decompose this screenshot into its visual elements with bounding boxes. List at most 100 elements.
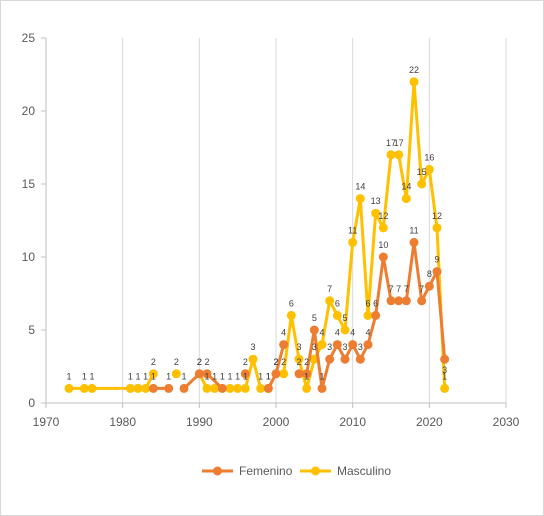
- data-label-masculino-1997: 3: [250, 342, 255, 352]
- point-masculino-2006: [317, 340, 327, 350]
- data-label-masculino-1987: 2: [174, 357, 179, 367]
- y-tick-label-5: 5: [28, 323, 35, 337]
- data-label-masculino-1982: 1: [135, 371, 140, 381]
- point-femenino-1988: [179, 383, 189, 393]
- point-masculino-1991: [202, 383, 212, 393]
- point-femenino-1996: [240, 369, 250, 379]
- data-label-femenino-1991: 2: [204, 357, 209, 367]
- point-masculino-1992: [210, 383, 220, 393]
- point-masculino-2014: [378, 223, 388, 233]
- x-tick-label-2010: 2010: [339, 415, 366, 429]
- point-masculino-1997: [248, 354, 258, 364]
- data-label-femenino-1986: 1: [166, 371, 171, 381]
- data-label-femenino-2012: 4: [365, 328, 370, 338]
- data-label-femenino-2019: 7: [419, 284, 424, 294]
- data-label-masculino-1981: 1: [128, 371, 133, 381]
- point-masculino-2002: [286, 310, 296, 320]
- point-femenino-2012: [363, 340, 373, 350]
- data-label-femenino-2017: 7: [404, 284, 409, 294]
- data-label-masculino-2007: 7: [327, 284, 332, 294]
- data-label-femenino-2005: 5: [312, 313, 317, 323]
- data-label-masculino-1976: 1: [89, 371, 94, 381]
- data-label-masculino-2021: 12: [432, 211, 442, 221]
- series-layer: [64, 77, 450, 393]
- data-label-femenino-1996: 2: [243, 357, 248, 367]
- legend-label-masculino: Masculino: [337, 464, 391, 478]
- data-label-masculino-2016: 17: [394, 138, 404, 148]
- point-femenino-1984: [148, 383, 158, 393]
- data-label-masculino-1996: 1: [243, 371, 248, 381]
- data-label-femenino-2018: 11: [409, 225, 418, 235]
- point-masculino-2017: [401, 194, 411, 204]
- data-label-femenino-2013: 6: [373, 298, 378, 308]
- data-label-masculino-2019: 15: [417, 167, 427, 177]
- point-masculino-2022: [440, 383, 450, 393]
- data-label-masculino-1998: 1: [258, 371, 263, 381]
- data-label-femenino-2016: 7: [396, 284, 401, 294]
- point-masculino-2015: [386, 150, 396, 160]
- legend-label-femenino: Femenino: [239, 464, 293, 478]
- data-label-layer: 1 1 1 1 1 12 2 21 1 1 1 131 12 2631347651114613121717…: [66, 65, 447, 382]
- data-label-femenino-2000: 2: [273, 357, 278, 367]
- y-tick-label-0: 0: [28, 396, 35, 410]
- point-masculino-2001: [279, 369, 289, 379]
- data-label-femenino-2004: 2: [304, 357, 309, 367]
- x-tick-label-1980: 1980: [109, 415, 136, 429]
- point-femenino-2006: [317, 383, 327, 393]
- data-label-masculino-1994: 1: [227, 371, 232, 381]
- data-label-masculino-1990: 2: [197, 357, 202, 367]
- point-masculino-1998: [256, 383, 266, 393]
- x-tick-label-2030: 2030: [493, 415, 520, 429]
- legend-marker-femenino: [213, 466, 222, 476]
- point-masculino-2020: [424, 164, 434, 174]
- y-tick-label-20: 20: [22, 104, 36, 118]
- point-femenino-2005: [309, 325, 319, 335]
- series-line-femenino-4: [299, 240, 447, 390]
- point-masculino-1996: [240, 383, 250, 393]
- point-masculino-1976: [87, 383, 97, 393]
- point-masculino-2003: [294, 354, 304, 364]
- point-masculino-1987: [171, 369, 181, 379]
- point-masculino-1984: [148, 369, 158, 379]
- grid-layer: [122, 38, 507, 403]
- data-label-femenino-2020: 8: [427, 269, 432, 279]
- point-masculino-1975: [79, 383, 89, 393]
- data-label-masculino-1992: 1: [212, 371, 217, 381]
- data-label-masculino-2014: 12: [378, 211, 388, 221]
- point-femenino-1999: [263, 383, 273, 393]
- point-femenino-1990: [194, 369, 204, 379]
- point-masculino-2016: [394, 150, 404, 160]
- data-label-masculino-2004: 1: [304, 371, 309, 381]
- data-label-masculino-2013: 13: [371, 196, 381, 206]
- point-masculino-1982: [133, 383, 143, 393]
- point-femenino-2011: [355, 354, 365, 364]
- data-label-masculino-2018: 22: [409, 65, 419, 75]
- data-label-masculino-2003: 3: [296, 342, 301, 352]
- point-masculino-1995: [233, 383, 243, 393]
- point-masculino-2018: [409, 77, 419, 87]
- point-femenino-2014: [378, 252, 388, 262]
- data-label-femenino-2022: 3: [442, 365, 447, 375]
- point-masculino-2007: [325, 296, 335, 306]
- x-tick-label-1970: 1970: [33, 415, 60, 429]
- x-tick-label-2020: 2020: [416, 415, 443, 429]
- point-femenino-2004: [302, 369, 312, 379]
- data-label-femenino-1993: 1: [220, 371, 225, 381]
- point-femenino-1986: [164, 383, 174, 393]
- data-label-femenino-1988: 1: [181, 371, 186, 381]
- point-femenino-2021: [432, 267, 442, 277]
- point-masculino-2013: [371, 208, 381, 218]
- point-masculino-2021: [432, 223, 442, 233]
- data-label-masculino-1973: 1: [66, 371, 71, 381]
- y-tick-label-25: 25: [22, 31, 36, 45]
- point-masculino-1981: [125, 383, 135, 393]
- data-label-masculino-2015: 17: [386, 138, 396, 148]
- point-masculino-2012: [363, 310, 373, 320]
- data-label-masculino-2020: 16: [424, 152, 434, 162]
- point-masculino-2004: [302, 383, 312, 393]
- data-label-masculino-2010: 11: [348, 225, 357, 235]
- point-femenino-2008: [332, 340, 342, 350]
- data-label-femenino-1999: 1: [266, 371, 271, 381]
